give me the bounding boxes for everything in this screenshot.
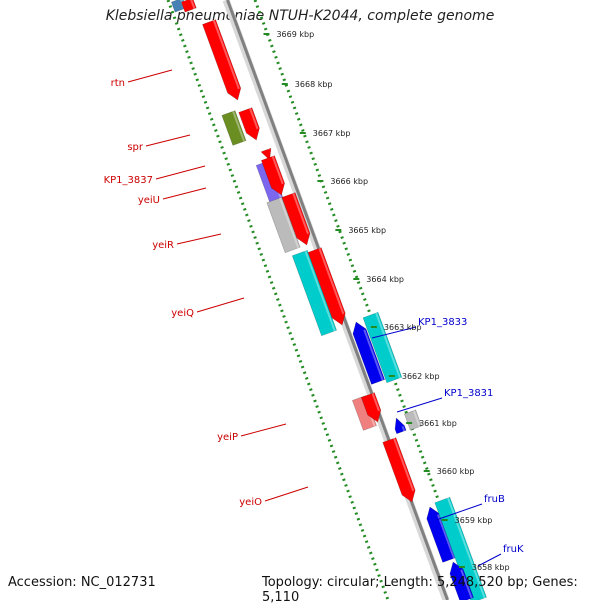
label-yeiq-leader <box>197 298 244 312</box>
label-yeio: yeiO <box>239 497 262 508</box>
label-rtn: rtn <box>111 78 125 89</box>
gene-KP1_3831-shape <box>392 416 407 433</box>
label-spr: spr <box>127 142 144 153</box>
topology-text: Topology: circular; Length: 5,248,520 bp… <box>262 575 600 605</box>
gene-yeiP <box>383 438 419 505</box>
label-frub: fruB <box>484 494 505 505</box>
label-yeiu: yeiU <box>138 195 160 206</box>
ruler-tick-label: 3667 kbp <box>313 129 351 138</box>
ruler-tick-label: 3663 kbp <box>384 323 422 332</box>
label-yeiq: yeiQ <box>171 308 194 319</box>
ruler-tick-label: 3664 kbp <box>366 275 404 284</box>
label-rtn-leader <box>128 70 172 82</box>
ruler-tick-label: 3661 kbp <box>419 419 457 428</box>
label-yeip: yeiP <box>217 432 238 443</box>
ruler-tick-label: 3659 kbp <box>455 516 493 525</box>
gene-top-red <box>181 0 196 12</box>
label-yeio-leader <box>265 487 308 501</box>
gene-KP1_3831 <box>392 416 407 433</box>
ruler-tick-label: 3666 kbp <box>330 177 368 186</box>
label-fruk: fruK <box>503 544 524 555</box>
label-yeir: yeiR <box>152 240 174 251</box>
ruler-tick-label: 3669 kbp <box>276 30 314 39</box>
ruler-tick-label: 3665 kbp <box>348 226 386 235</box>
ruler-tick-label: 3662 kbp <box>402 372 440 381</box>
label-kp1-3831-leader <box>397 398 442 412</box>
label-kp1-3833: KP1_3833 <box>418 317 467 328</box>
label-spr-leader <box>146 135 190 146</box>
label-yeiu-leader <box>163 188 206 199</box>
label-kp1-3837-leader <box>156 166 205 179</box>
label-kp1-3837: KP1_3837 <box>104 175 153 186</box>
gene-yeiP-shape <box>383 438 419 505</box>
ruler-tick-label: 3658 kbp <box>472 563 510 572</box>
label-yeir-leader <box>177 234 221 244</box>
ruler-tick-label: 3668 kbp <box>295 80 333 89</box>
label-yeip-leader <box>241 424 286 436</box>
label-kp1-3831: KP1_3831 <box>444 388 493 399</box>
ruler-tick-label: 3660 kbp <box>437 467 475 476</box>
dots-left-guide <box>168 0 388 600</box>
accession-text: Accession: NC_012731 <box>8 575 156 590</box>
